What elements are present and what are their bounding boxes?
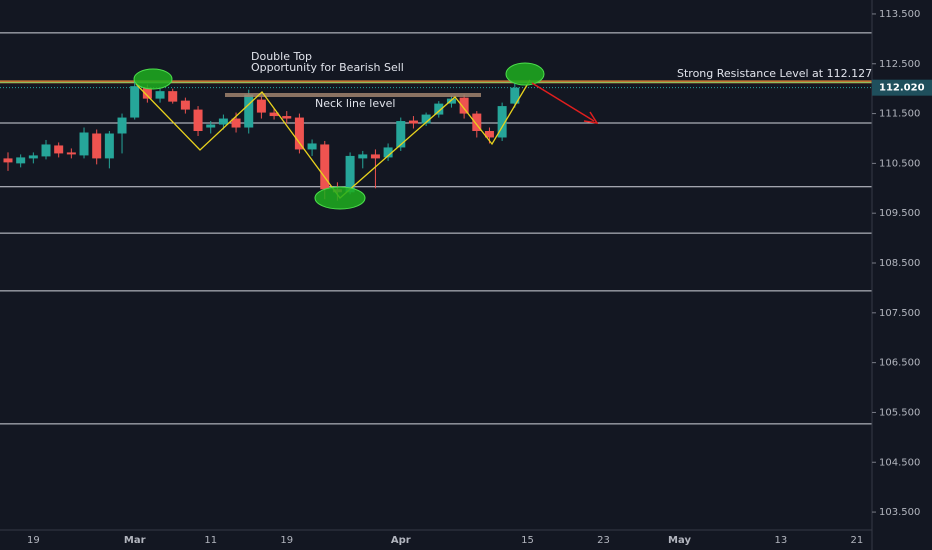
candle-body [79, 132, 89, 156]
candle-body [446, 98, 456, 104]
last-price-label: 112.020 [879, 83, 925, 94]
candle-body [193, 109, 203, 132]
candle-body [434, 103, 444, 115]
candle-body [408, 120, 418, 124]
candle-body [168, 91, 178, 102]
annotation: Double Top [251, 50, 312, 63]
y-tick-label: 107.500 [879, 308, 920, 319]
candle-body [16, 157, 26, 164]
axes: 19 Mar 11 19 Apr 15 23 May 13 21 113.500 112.500 111… [27, 9, 932, 546]
candles [3, 81, 520, 201]
candle-body [358, 154, 368, 159]
y-tick-label: 105.500 [879, 407, 920, 418]
neck-line [225, 93, 481, 97]
highlight-ellipse [314, 186, 366, 210]
candle-body [294, 117, 304, 150]
y-tick-label: 110.500 [879, 158, 920, 169]
candle-body [307, 143, 317, 150]
bearish-arrow [531, 82, 595, 122]
candle-body [282, 116, 292, 119]
candle-body [41, 144, 51, 157]
candle-body [231, 118, 241, 128]
y-tick-label: 104.500 [879, 457, 920, 468]
candle-body [497, 106, 507, 138]
candle-body [396, 121, 406, 148]
x-tick-label: 15 [521, 535, 534, 546]
x-tick-label: 23 [597, 535, 610, 546]
levels [0, 32, 872, 425]
y-tick-label: 103.500 [879, 507, 920, 518]
last-price-box [872, 79, 932, 96]
x-tick-label: 11 [204, 535, 217, 546]
x-tick-label: Apr [391, 535, 411, 546]
x-tick-label: Mar [124, 535, 146, 546]
x-tick-label: 19 [280, 535, 293, 546]
y-tick-label: 108.500 [879, 258, 920, 269]
candle-body [3, 158, 13, 163]
candle-body [218, 118, 228, 125]
highlight-ellipse [505, 62, 545, 86]
highlight-ellipse [133, 68, 173, 90]
annotation: Neck line level [315, 97, 395, 110]
y-tick-label: 111.500 [879, 109, 920, 120]
candle-body [256, 99, 266, 113]
candle-body [130, 86, 140, 118]
candle-body [206, 124, 216, 128]
y-tick-label: 112.500 [879, 59, 920, 70]
y-tick-label: 113.500 [879, 9, 920, 20]
candle-body [472, 113, 482, 132]
candle-body [66, 152, 76, 155]
annotation: Strong Resistance Level at 112.127 [677, 67, 872, 80]
candle-body [92, 133, 102, 159]
candle-body [370, 154, 380, 159]
resistance-level [0, 80, 872, 84]
candle-body [244, 94, 254, 128]
y-tick-label: 106.500 [879, 358, 920, 369]
candle-body [484, 131, 494, 138]
y-tick-label: 109.500 [879, 208, 920, 219]
candle-body [383, 147, 393, 158]
annotation: Opportunity for Bearish Sell [251, 61, 404, 74]
candle-body [54, 145, 64, 154]
x-tick-label: 19 [27, 535, 40, 546]
candle-body [180, 100, 190, 110]
x-tick-label: 13 [775, 535, 788, 546]
candle-body [117, 117, 127, 134]
candle-body [510, 87, 520, 104]
candle-body [104, 133, 114, 159]
arrow-head [583, 111, 599, 124]
candle-body [320, 144, 330, 190]
candle-body [345, 155, 355, 193]
candle-body [269, 112, 279, 117]
candle-body [28, 155, 38, 159]
candle-body [155, 91, 165, 99]
x-tick-label: 21 [851, 535, 864, 546]
candle-body [459, 97, 469, 114]
candle-body [142, 87, 152, 99]
x-tick-label: May [668, 535, 691, 546]
candle-body [421, 114, 431, 124]
